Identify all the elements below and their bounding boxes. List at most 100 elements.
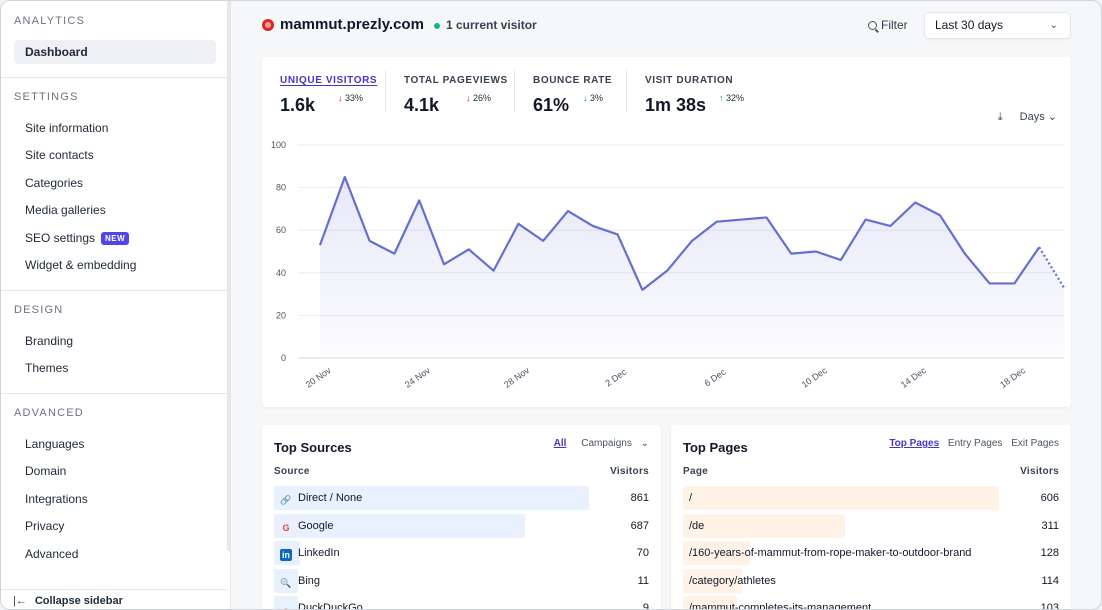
row-label: G Google xyxy=(280,514,333,538)
table-row[interactable]: 🔍 Bing 11 xyxy=(274,568,649,593)
table-row[interactable]: /de 311 xyxy=(683,513,1059,538)
table-row[interactable]: G Google 687 xyxy=(274,513,649,538)
metric-change: ↓ 33% xyxy=(338,93,363,103)
google-icon: G xyxy=(282,522,290,533)
sidebar-item-label: SEO settings xyxy=(25,231,96,245)
metric-divider xyxy=(385,70,386,112)
duckduckgo-icon: ● xyxy=(283,605,289,610)
column-header-visitors: Visitors xyxy=(1020,466,1059,477)
row-label: in LinkedIn xyxy=(280,541,340,565)
metric-label: UNIQUE VISITORS xyxy=(280,75,378,86)
sidebar-item-integrations[interactable]: Integrations xyxy=(25,492,88,506)
metric-unique-visitors[interactable]: UNIQUE VISITORS 1.6k xyxy=(280,70,377,116)
metric-label: BOUNCE RATE xyxy=(533,75,613,86)
sidebar-divider xyxy=(1,77,227,78)
metric-total-pageviews[interactable]: TOTAL PAGEVIEWS 4.1k xyxy=(404,70,508,116)
metric-visit-duration[interactable]: VISIT DURATION 1m 38s xyxy=(645,70,733,116)
row-value: 311 xyxy=(1041,519,1059,532)
x-tick-label: 18 Dec xyxy=(998,365,1028,390)
row-value: 9 xyxy=(642,602,649,610)
top-pages-title: Top Pages xyxy=(683,440,748,455)
row-bar xyxy=(274,486,589,510)
sidebar-item-domain[interactable]: Domain xyxy=(25,464,67,478)
row-label-text: / xyxy=(689,492,693,504)
sidebar-item-widget-embedding[interactable]: Widget & embedding xyxy=(25,258,137,272)
site-name[interactable]: mammut.prezly.com xyxy=(280,16,424,33)
arrow-up-icon: ↑ xyxy=(719,93,724,103)
sidebar-item-site-information[interactable]: Site information xyxy=(25,121,109,135)
sidebar-item-advanced[interactable]: Advanced xyxy=(25,547,79,561)
y-tick-label: 80 xyxy=(276,183,286,193)
interval-select[interactable]: Days ⌄ xyxy=(1020,111,1057,123)
table-row[interactable]: /160-years-of-mammut-from-rope-maker-to-… xyxy=(683,541,1059,565)
sidebar-section-advanced: ADVANCED xyxy=(14,407,84,419)
y-tick-label: 20 xyxy=(276,310,286,320)
visitors-line-chart[interactable]: 0 20 40 60 80 100 20 Nov 24 Nov 28 Nov 2 Dec 6 Dec… xyxy=(262,57,1071,407)
sidebar-section-analytics: ANALYTICS xyxy=(14,15,86,27)
sidebar-item-privacy[interactable]: Privacy xyxy=(25,519,65,533)
table-row[interactable]: /mammut-completes-its-management 103 xyxy=(683,596,1059,609)
row-label: 🔗 Direct / None xyxy=(280,486,362,510)
collapse-icon: |← xyxy=(13,595,27,607)
table-row[interactable]: ● DuckDuckGo 9 xyxy=(274,596,649,610)
metric-change: ↓ 26% xyxy=(466,93,491,103)
tab-all[interactable]: All xyxy=(553,438,567,449)
metric-bounce-rate[interactable]: BOUNCE RATE 61% xyxy=(533,70,612,116)
row-value: 861 xyxy=(630,492,649,504)
top-sources-tabs: All Campaigns ⌄ xyxy=(548,438,649,449)
sidebar-divider xyxy=(1,393,227,394)
table-row[interactable]: / 606 xyxy=(683,486,1059,510)
sidebar-item-branding[interactable]: Branding xyxy=(25,334,74,348)
tab-campaigns[interactable]: Campaigns ⌄ xyxy=(575,438,649,449)
sidebar-item-media-galleries[interactable]: Media galleries xyxy=(25,203,106,217)
metric-change-value: 33% xyxy=(345,93,364,103)
x-tick-label: 2 Dec xyxy=(603,366,628,388)
collapse-sidebar-button[interactable]: |← Collapse sidebar xyxy=(1,589,227,609)
table-row[interactable]: 🔗 Direct / None 861 xyxy=(274,486,649,510)
arrow-down-icon: ↓ xyxy=(466,93,471,103)
sidebar-item-themes[interactable]: Themes xyxy=(25,361,69,375)
row-value: 606 xyxy=(1040,492,1059,504)
sidebar-item-categories[interactable]: Categories xyxy=(25,176,84,190)
row-bar xyxy=(683,513,846,538)
table-row[interactable]: in LinkedIn 70 xyxy=(274,541,649,565)
series-line xyxy=(318,175,1041,291)
row-label-text: LinkedIn xyxy=(298,547,340,559)
x-tick-label: 10 Dec xyxy=(800,365,830,390)
sidebar-item-dashboard[interactable]: Dashboard xyxy=(14,40,216,64)
row-value: 70 xyxy=(636,547,649,559)
tab-entry-pages[interactable]: Entry Pages xyxy=(947,438,1003,449)
search-icon xyxy=(868,21,877,30)
row-bar xyxy=(274,596,298,609)
download-icon[interactable]: ⤓ xyxy=(997,111,1003,123)
sidebar-divider xyxy=(1,290,227,291)
filter-button[interactable]: Filter xyxy=(868,18,908,32)
arrow-down-icon: ↓ xyxy=(583,93,588,103)
row-label: 🔍 Bing xyxy=(280,569,320,593)
tab-top-pages[interactable]: Top Pages xyxy=(889,438,940,449)
x-tick-label: 20 Nov xyxy=(304,365,334,390)
series-line-partial xyxy=(1038,246,1065,289)
row-value: 114 xyxy=(1041,574,1059,587)
metric-divider xyxy=(626,70,627,112)
current-visitors[interactable]: 1 current visitor xyxy=(446,18,537,32)
row-bar xyxy=(274,513,526,538)
row-value: 687 xyxy=(630,519,649,532)
x-tick-label: 28 Nov xyxy=(502,365,532,390)
sidebar-item-seo-settings[interactable]: SEO settings NEW xyxy=(14,226,216,250)
tab-label: Campaigns xyxy=(581,438,632,449)
x-tick-label: 24 Nov xyxy=(403,365,433,390)
table-row[interactable]: /category/athletes 114 xyxy=(683,568,1059,593)
sidebar-item-languages[interactable]: Languages xyxy=(25,437,85,451)
metric-value: 1m 38s xyxy=(645,95,707,115)
row-label-text: /category/athletes xyxy=(689,574,776,587)
chart-tools: ⤓ Days ⌄ xyxy=(998,110,1057,124)
tab-exit-pages[interactable]: Exit Pages xyxy=(1011,438,1059,449)
sidebar-scrollbar[interactable] xyxy=(227,1,231,551)
column-header-visitors: Visitors xyxy=(610,466,649,477)
sidebar-item-site-contacts[interactable]: Site contacts xyxy=(25,148,94,162)
arrow-down-icon: ↓ xyxy=(338,93,343,103)
row-value: 11 xyxy=(637,574,649,587)
date-range-select[interactable]: Last 30 days ⌄ xyxy=(924,12,1071,39)
